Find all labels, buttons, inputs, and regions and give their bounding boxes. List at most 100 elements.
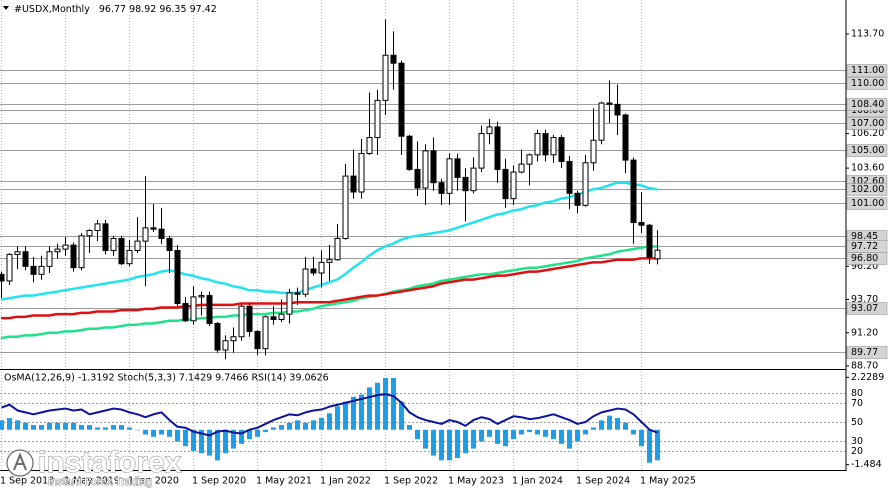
osma-bar [23,422,28,430]
candle-body [30,265,37,275]
osma-bar [15,420,20,430]
x-tick-label: 1 May 2021 [256,476,312,487]
x-tick-label: 1 Sep 2018 [0,476,54,487]
candle-body [70,244,77,269]
candle-body [302,268,309,295]
candle-body [582,162,589,206]
level-label-box [846,346,888,359]
candle-body [286,292,293,315]
osma-bar [407,425,412,430]
y-tick-label: -1.484 [851,459,882,470]
candle-body [326,259,333,263]
osma-bar [167,429,172,437]
candle-body [422,150,429,189]
moving-average [0,181,658,301]
ohlc-high: 98.92 [129,4,156,15]
moving-average [1,257,657,320]
osma-bar [303,422,308,430]
x-tick-label: 1 May 2025 [640,476,696,487]
level-label: 101.00 [851,198,884,209]
x-tick-label: 1 Sep 2022 [384,476,438,487]
osma-bar [343,401,348,430]
ohlc-open: 96.77 [99,4,126,15]
osma-bar [447,429,452,461]
osma-bar [631,429,636,435]
y-tick-label: 113.70 [851,28,884,39]
osma-bar [39,425,44,430]
level-label: 107.00 [851,118,884,129]
candle-body [254,330,261,350]
candle-body [294,292,301,295]
candle-body [174,249,181,305]
osma-bar [599,420,604,430]
moving-average [0,245,657,340]
candle-body [390,54,397,64]
osma-bar [119,425,124,430]
candle-body [462,176,469,192]
candle-body [502,168,509,200]
osma-bar [311,420,316,430]
candle-body [510,171,517,200]
candle-body [606,102,613,105]
osma-bar [383,378,388,430]
candle-body [382,54,389,101]
level-label: 96.80 [851,253,878,264]
osma-bar [615,418,620,430]
osma-bar [295,420,300,430]
level-label: 93.07 [851,303,878,314]
osma-bar [47,422,52,430]
header-icon [3,6,9,10]
osma-bar [287,422,292,430]
y2-tick-label: 50 [851,417,863,428]
y-tick-label: 96.20 [851,261,878,272]
candle-body [126,249,133,265]
candle-body [94,223,101,232]
candle-body [38,265,45,275]
osma-bar [423,429,428,449]
watermark-tagline: Instant Forex Trading [48,476,152,488]
osma-bar [655,429,660,461]
osma-bar [63,422,68,430]
osma-bar [511,429,516,440]
y2-tick-label: 80 [851,388,863,399]
candle-body [478,133,485,169]
candle-body [278,313,285,320]
osma-bar [255,429,260,437]
y-tick-label: 88.70 [851,360,878,371]
x-tick-label: 1 May 2019 [64,476,120,487]
osma-bar [455,429,460,458]
osma-bar [623,422,628,430]
candle-body [470,167,477,192]
level-label-box [846,252,888,265]
osma-bar [551,429,556,440]
candle-body [14,251,21,255]
candle-body [22,251,29,267]
y-tick-label: 2.2289 [851,372,884,383]
osma-bar [7,418,12,430]
osma-bar [559,429,564,444]
candle-body [414,168,421,189]
candle-body [358,152,365,193]
osma-bar [143,429,148,435]
x-tick-label: 1 May 2023 [448,476,504,487]
candle-body [350,175,357,193]
osma-bar [583,429,588,435]
candle-body [110,237,117,251]
candle-body [166,237,173,251]
osma-bar [207,429,212,456]
candle-body [46,251,53,267]
x-tick-label: 1 Jan 2020 [128,476,179,487]
candle-body [638,222,645,226]
osma-bar [223,429,228,454]
osma-bar [215,429,220,461]
candle-body [238,305,245,338]
osma-bar [503,429,508,447]
level-label: 105.00 [851,145,884,156]
candle-body [150,227,157,230]
osma-bar [431,429,436,456]
osma-bar [487,429,492,437]
osma-bar [247,429,252,440]
osma-bar [415,429,420,440]
candle-body [614,103,621,116]
candle-body [182,303,189,322]
